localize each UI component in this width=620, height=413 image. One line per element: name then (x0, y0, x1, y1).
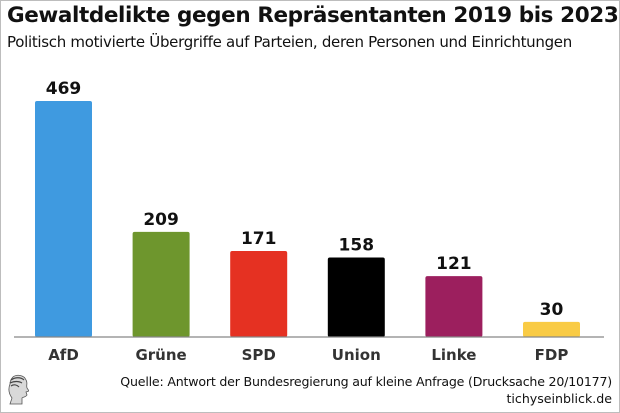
data-label: 469 (46, 79, 82, 99)
x-tick-label: Linke (431, 346, 476, 364)
profile-head-logo-icon (8, 374, 29, 405)
x-tick-label: Union (332, 346, 381, 364)
bar-afd (35, 101, 92, 337)
source-note: Quelle: Antwort der Bundesregierung auf … (120, 374, 612, 389)
bar-fdp (523, 321, 580, 337)
bar-grne (132, 231, 190, 337)
chart-title: Gewaltdelikte gegen Repräsentanten 2019 … (7, 3, 619, 28)
x-tick-label: SPD (242, 346, 276, 364)
data-label: 30 (540, 300, 564, 320)
x-tick-label: AfD (48, 346, 79, 364)
chart-subtitle: Politisch motivierte Übergriffe auf Part… (7, 33, 572, 51)
bar-union (327, 257, 385, 337)
data-label: 209 (143, 210, 179, 230)
bar-linke (425, 276, 483, 337)
bar-spd (230, 250, 288, 337)
data-label: 171 (241, 229, 277, 249)
x-tick-label: Grüne (135, 346, 186, 364)
x-tick-label: FDP (535, 346, 569, 364)
data-label: 121 (436, 254, 472, 274)
site-credit: tichyseinblick.de (506, 391, 612, 406)
data-label: 158 (339, 235, 375, 255)
